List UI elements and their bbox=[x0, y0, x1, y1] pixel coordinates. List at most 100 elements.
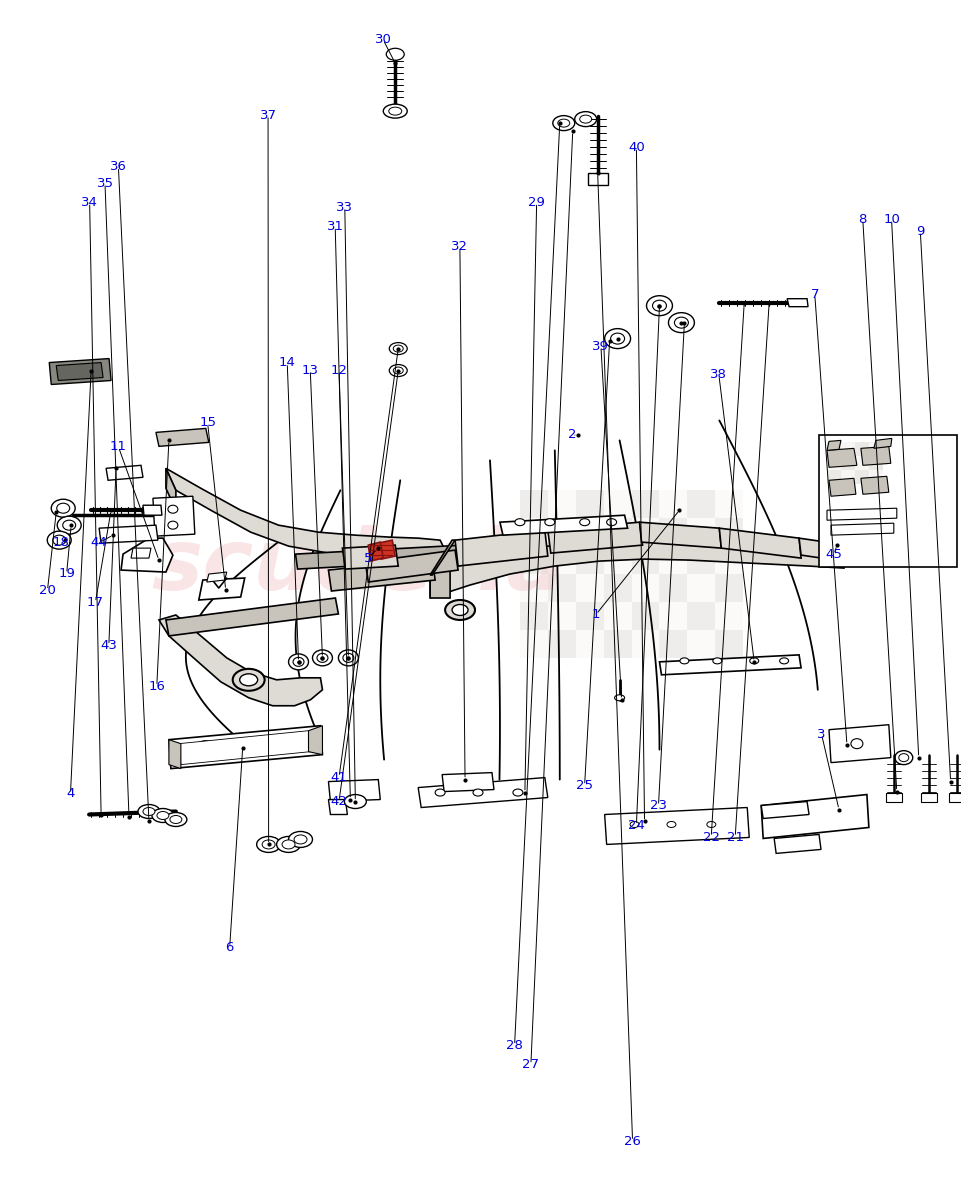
Polygon shape bbox=[199, 578, 244, 600]
Polygon shape bbox=[719, 528, 801, 558]
Bar bbox=[687, 491, 715, 518]
Bar bbox=[603, 518, 631, 546]
Ellipse shape bbox=[668, 313, 694, 332]
Polygon shape bbox=[106, 466, 143, 480]
Text: 16: 16 bbox=[148, 679, 165, 692]
Text: 12: 12 bbox=[331, 364, 347, 377]
Ellipse shape bbox=[579, 518, 589, 526]
Bar bbox=[659, 630, 687, 658]
Bar bbox=[547, 546, 575, 574]
Text: 24: 24 bbox=[628, 818, 644, 832]
Ellipse shape bbox=[57, 503, 69, 514]
Ellipse shape bbox=[196, 740, 215, 755]
Bar bbox=[854, 470, 868, 485]
Polygon shape bbox=[830, 523, 893, 535]
Ellipse shape bbox=[294, 835, 307, 844]
Polygon shape bbox=[547, 522, 642, 553]
Text: 8: 8 bbox=[857, 212, 866, 226]
Bar bbox=[854, 443, 868, 456]
Ellipse shape bbox=[261, 840, 275, 848]
Polygon shape bbox=[860, 476, 888, 494]
Text: 33: 33 bbox=[336, 200, 353, 214]
Bar bbox=[854, 456, 868, 470]
Text: 9: 9 bbox=[915, 224, 924, 238]
Polygon shape bbox=[153, 497, 195, 536]
Polygon shape bbox=[295, 544, 502, 569]
Bar bbox=[868, 443, 882, 456]
Text: 5: 5 bbox=[363, 552, 372, 564]
Polygon shape bbox=[165, 598, 338, 636]
Polygon shape bbox=[826, 440, 840, 450]
Ellipse shape bbox=[312, 650, 333, 666]
Bar bbox=[519, 630, 547, 658]
Polygon shape bbox=[328, 799, 347, 815]
Text: 31: 31 bbox=[327, 220, 343, 233]
Bar bbox=[519, 518, 547, 546]
Polygon shape bbox=[156, 428, 209, 446]
Text: 21: 21 bbox=[726, 830, 743, 844]
Polygon shape bbox=[368, 542, 382, 562]
Bar bbox=[659, 491, 687, 518]
Polygon shape bbox=[169, 726, 322, 769]
Text: 29: 29 bbox=[528, 196, 545, 209]
Polygon shape bbox=[430, 539, 843, 598]
Polygon shape bbox=[442, 773, 493, 792]
Text: 7: 7 bbox=[810, 288, 818, 301]
Text: 28: 28 bbox=[505, 1039, 523, 1052]
Polygon shape bbox=[365, 550, 457, 582]
Bar bbox=[547, 630, 575, 658]
Bar bbox=[715, 546, 743, 574]
Bar bbox=[519, 574, 547, 602]
Ellipse shape bbox=[393, 346, 403, 352]
Ellipse shape bbox=[57, 516, 81, 534]
Polygon shape bbox=[165, 468, 450, 560]
Polygon shape bbox=[587, 173, 607, 185]
Ellipse shape bbox=[388, 107, 402, 115]
Text: 40: 40 bbox=[628, 140, 644, 154]
Ellipse shape bbox=[674, 317, 688, 328]
Ellipse shape bbox=[646, 295, 672, 316]
Ellipse shape bbox=[666, 822, 676, 828]
Bar bbox=[575, 546, 603, 574]
Ellipse shape bbox=[652, 300, 666, 311]
Ellipse shape bbox=[778, 658, 788, 664]
Bar bbox=[687, 602, 715, 630]
Text: 38: 38 bbox=[710, 368, 727, 382]
Ellipse shape bbox=[47, 532, 71, 550]
Ellipse shape bbox=[152, 809, 174, 822]
Bar bbox=[715, 602, 743, 630]
Text: 45: 45 bbox=[825, 548, 842, 562]
Bar bbox=[631, 630, 659, 658]
Bar bbox=[659, 518, 687, 546]
Ellipse shape bbox=[137, 804, 160, 818]
Bar bbox=[575, 518, 603, 546]
Ellipse shape bbox=[338, 650, 358, 666]
Ellipse shape bbox=[233, 668, 264, 691]
Bar bbox=[575, 491, 603, 518]
Text: 44: 44 bbox=[90, 536, 108, 550]
Ellipse shape bbox=[514, 518, 525, 526]
Polygon shape bbox=[786, 299, 807, 307]
Polygon shape bbox=[430, 540, 455, 575]
Bar bbox=[603, 574, 631, 602]
Ellipse shape bbox=[168, 505, 178, 514]
Text: 1: 1 bbox=[591, 608, 600, 620]
Ellipse shape bbox=[239, 674, 258, 686]
Text: 41: 41 bbox=[331, 770, 347, 784]
Ellipse shape bbox=[143, 808, 155, 816]
Bar bbox=[631, 574, 659, 602]
Bar bbox=[603, 546, 631, 574]
Bar bbox=[715, 630, 743, 658]
Bar bbox=[826, 470, 840, 485]
Ellipse shape bbox=[316, 653, 328, 662]
Polygon shape bbox=[49, 359, 111, 384]
Ellipse shape bbox=[164, 812, 186, 827]
Polygon shape bbox=[828, 479, 855, 497]
Polygon shape bbox=[99, 526, 158, 544]
Bar bbox=[575, 574, 603, 602]
Ellipse shape bbox=[257, 836, 281, 852]
Text: 39: 39 bbox=[592, 340, 608, 353]
Ellipse shape bbox=[53, 535, 65, 545]
Polygon shape bbox=[860, 446, 890, 466]
Bar bbox=[826, 443, 840, 456]
